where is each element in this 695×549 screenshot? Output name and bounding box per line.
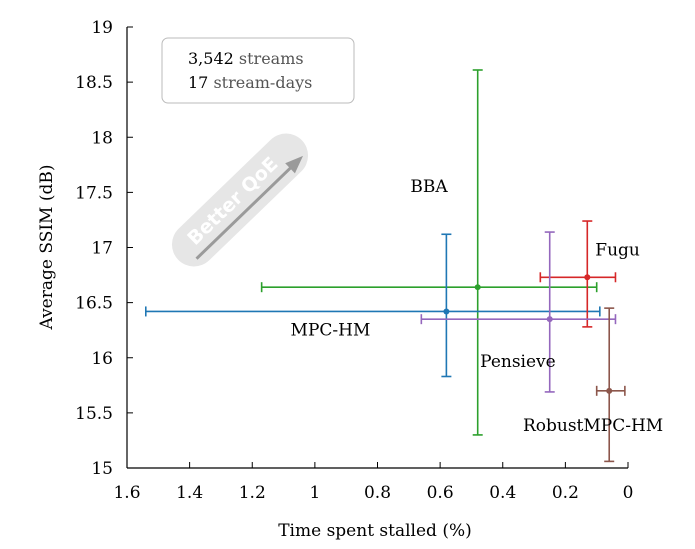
y-tick-label: 15: [91, 459, 113, 479]
y-tick-label: 15.5: [75, 404, 113, 424]
annotation-box: 3,542 streams 17 stream-days: [161, 37, 355, 104]
stream-count-unit: streams: [239, 49, 304, 68]
y-tick-label: 18: [91, 128, 113, 148]
x-tick-label: 1: [309, 483, 320, 503]
point-pensieve: [546, 316, 553, 323]
y-tick-label: 18.5: [75, 73, 113, 93]
y-tick-label: 16: [91, 349, 113, 369]
point-mpc-hm: [443, 308, 450, 315]
series-label-bba: BBA: [410, 177, 448, 197]
series-label-pensieve: Pensieve: [480, 352, 556, 372]
annotation-line-2: 17 stream-days: [188, 73, 312, 92]
y-tick-label: 19: [91, 18, 113, 38]
series-bba: BBA: [260, 69, 598, 436]
point-fugu: [584, 274, 591, 281]
series-layer: BBA MPC-HM Fugu Pensieve RobustMPC-HM: [144, 69, 663, 463]
series-label-robustmpc-hm: RobustMPC-HM: [523, 416, 663, 436]
y-tick-label: 17.5: [75, 183, 113, 203]
point-bba: [474, 284, 481, 291]
y-tick-label: 17: [91, 239, 113, 259]
x-tick-label: 1.2: [239, 483, 266, 503]
point-robustmpc-hm: [606, 387, 613, 394]
series-fugu: Fugu: [539, 220, 640, 328]
x-ticks: 1.6 1.4 1.2 1 0.8 0.6 0.4 0.2 0: [113, 462, 633, 503]
series-pensieve: Pensieve: [420, 231, 617, 393]
annotation-line-1: 3,542 streams: [188, 49, 304, 68]
x-tick-label: 0.4: [489, 483, 516, 503]
series-label-mpc-hm: MPC-HM: [291, 320, 371, 340]
x-tick-label: 0.2: [552, 483, 579, 503]
series-mpc-hm: MPC-HM: [144, 233, 601, 378]
x-tick-label: 1.6: [113, 483, 140, 503]
x-axis-title: Time spent stalled (%): [278, 521, 472, 541]
arrow-head-icon: [285, 155, 304, 174]
x-tick-label: 0.8: [364, 483, 391, 503]
x-tick-label: 0.6: [427, 483, 454, 503]
y-tick-label: 16.5: [75, 294, 113, 314]
series-robustmpc-hm: RobustMPC-HM: [523, 307, 663, 463]
y-axis-title: Average SSIM (dB): [37, 164, 57, 330]
stream-days-unit: stream-days: [213, 73, 312, 92]
y-ticks: 15 15.5 16 16.5 17 17.5 18 18.5 19: [75, 18, 133, 479]
stream-count: 3,542: [188, 49, 234, 68]
better-qoe-arrow: Better QoE: [171, 133, 309, 267]
series-label-fugu: Fugu: [595, 240, 640, 260]
stream-days-count: 17: [188, 73, 208, 92]
x-tick-label: 1.4: [176, 483, 203, 503]
x-tick-label: 0: [623, 483, 634, 503]
